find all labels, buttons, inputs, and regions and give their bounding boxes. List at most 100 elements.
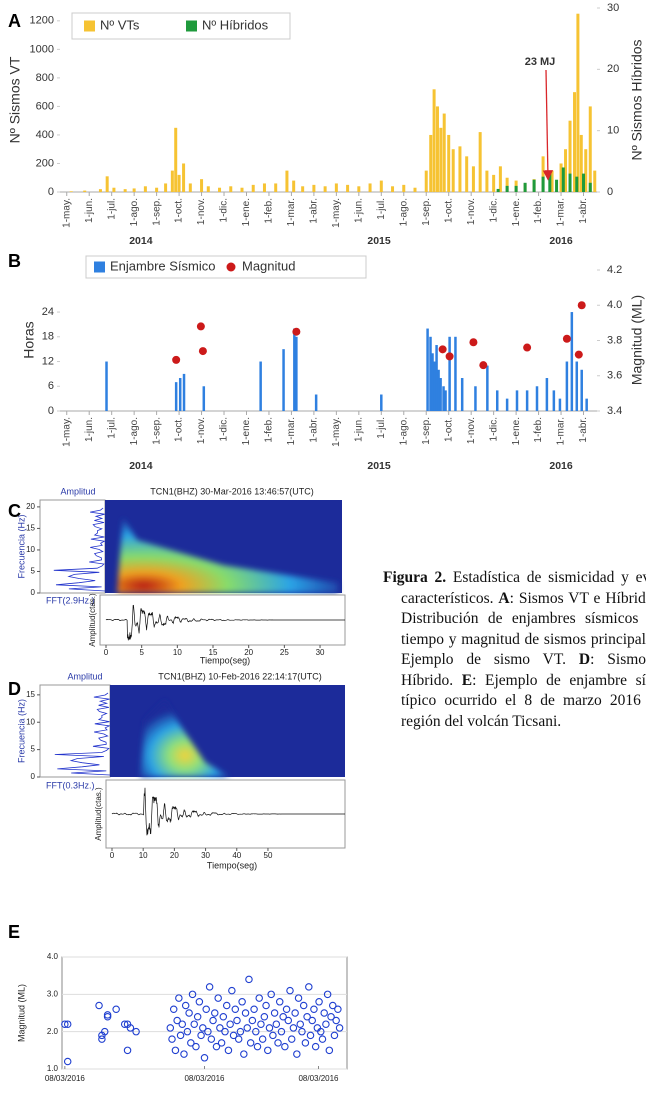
point (275, 998, 284, 1006)
x-tick-label: 1-oct. (443, 417, 454, 442)
spectrogram-title: TCN1(BHZ) 30-Mar-2016 13:46:57(UTC) (150, 486, 314, 496)
caption-bold: E (461, 671, 473, 689)
point (293, 1050, 301, 1058)
point (101, 1027, 109, 1036)
point (577, 301, 586, 310)
bar (576, 13, 580, 192)
bar (588, 182, 592, 192)
point (181, 1001, 190, 1010)
bar (274, 183, 278, 192)
bar (123, 189, 127, 192)
point (322, 1020, 330, 1028)
y-axis-label: Frecuencia (Hz) (16, 699, 26, 763)
bar (486, 365, 489, 411)
x-tick-label: 08/03/2016 (184, 1074, 225, 1083)
bar (251, 184, 255, 192)
x-axis-label: Tiempo(seg) (200, 655, 250, 665)
x-tick-label: 1-nov. (466, 198, 477, 225)
point (171, 1046, 180, 1055)
point (207, 1035, 216, 1043)
bar (323, 186, 327, 192)
point (185, 1009, 193, 1017)
point (255, 994, 263, 1002)
x-tick-label: 1-abr. (578, 198, 589, 224)
point (216, 1024, 224, 1032)
x-tick-label: 1-feb. (264, 198, 275, 224)
bar (285, 170, 289, 192)
point (334, 1005, 342, 1014)
x-tick-label: 1-sep. (421, 417, 432, 445)
bar (532, 179, 536, 192)
point (233, 1016, 241, 1025)
bar (505, 398, 509, 411)
point (335, 1024, 344, 1032)
point (200, 1054, 209, 1062)
bar (206, 186, 210, 192)
point (296, 1020, 305, 1028)
legend-box (71, 12, 291, 40)
point (169, 1005, 178, 1014)
point (205, 983, 214, 991)
bar (585, 398, 588, 411)
y2-tick-label: 3.6 (607, 370, 622, 382)
y-tick-label: 10 (26, 717, 35, 726)
spectrogram-energy (117, 518, 338, 593)
point (279, 1012, 287, 1021)
x-tick-label: 30 (201, 851, 210, 860)
x-tick-label: 1-jul. (376, 417, 387, 439)
fft-label: FFT(2.9Hz.) (46, 595, 95, 605)
bar (439, 127, 443, 192)
bar (444, 390, 447, 411)
bar (435, 345, 438, 411)
bar (515, 390, 519, 411)
y-tick-label: 1200 (30, 15, 54, 27)
bar (451, 149, 455, 192)
bar (98, 189, 102, 192)
point (305, 983, 313, 991)
x-tick-label: 1-ene. (511, 417, 522, 445)
bar (474, 386, 477, 411)
x-tick-label: 30 (316, 648, 325, 657)
x-tick-label: 1-may. (331, 198, 342, 228)
bar (174, 127, 178, 192)
point (190, 1020, 198, 1028)
caption-bold: A (498, 589, 510, 607)
bar (143, 186, 147, 192)
point (172, 355, 181, 364)
x-tick-label: 1-may. (331, 417, 342, 447)
bar (555, 179, 559, 192)
y2-tick-label: 4.0 (607, 299, 622, 311)
bar (432, 89, 436, 192)
y-tick-label: 0 (48, 186, 54, 198)
bar (391, 186, 395, 192)
point (332, 1016, 340, 1025)
x-tick-label: 50 (264, 851, 273, 860)
bar (575, 176, 579, 192)
caption-text: : Sismo tipo Híbrido. (401, 651, 646, 689)
y2-tick-label: 10 (607, 125, 619, 137)
x-tick-label: 1-abr. (309, 198, 320, 224)
amplitude-label: Amplitud (60, 486, 95, 496)
bar (346, 184, 350, 192)
bar (177, 174, 181, 192)
y-tick-label: 10 (26, 545, 35, 554)
year-label: 2014 (129, 460, 153, 472)
point (168, 1035, 176, 1043)
fft-label: FFT(0.3Hz.) (46, 780, 95, 790)
point (240, 1050, 248, 1058)
bar (182, 373, 186, 411)
point (195, 998, 204, 1006)
point (258, 1035, 267, 1043)
y-axis-label: Horas (21, 321, 37, 358)
x-tick-label: 1-ago. (398, 198, 409, 226)
bar (568, 120, 572, 192)
point (574, 350, 583, 359)
bar (588, 106, 592, 192)
bar (525, 390, 529, 411)
x-tick-label: 1-nov. (196, 198, 207, 225)
x-tick-label: 1-mar. (556, 198, 567, 226)
x-tick-label: 1-feb. (264, 417, 275, 443)
bar (575, 361, 579, 411)
caption-text: : Ejemplo de sismo VT. (401, 651, 567, 668)
point (222, 1001, 231, 1010)
